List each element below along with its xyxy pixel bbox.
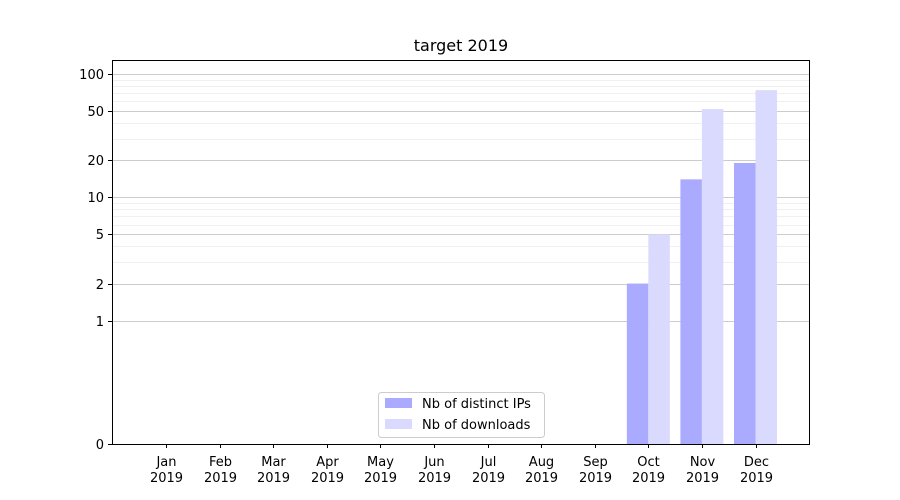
bars xyxy=(626,90,777,445)
x-tick-label-year: 2019 xyxy=(579,471,612,486)
x-tick-label-month: Dec xyxy=(744,455,769,470)
bar-downloads-oct xyxy=(648,234,670,444)
y-tick-label: 100 xyxy=(79,68,104,83)
legend-label: Nb of downloads xyxy=(422,418,531,433)
legend-label: Nb of distinct IPs xyxy=(422,397,531,412)
legend-swatch xyxy=(385,419,412,429)
x-tick-label-month: Aug xyxy=(529,455,554,470)
bar-distinct-ips-dec xyxy=(734,162,756,445)
x-tick-label-year: 2019 xyxy=(364,471,397,486)
x-tick-label-year: 2019 xyxy=(525,471,558,486)
chart-title: target 2019 xyxy=(414,36,508,55)
legend: Nb of distinct IPs Nb of downloads xyxy=(378,392,545,438)
x-tick-label-month: Jan xyxy=(155,455,176,470)
x-tick-label-month: Oct xyxy=(637,455,659,470)
plot-frame xyxy=(112,60,810,445)
y-tick-label: 20 xyxy=(87,154,104,169)
y-tick-label: 0 xyxy=(96,438,104,453)
x-tick-label-month: Apr xyxy=(316,455,339,470)
y-tick-label: 2 xyxy=(96,278,104,293)
y-axis: 0 1 2 5 10 20 50 100 xyxy=(79,68,112,453)
legend-box xyxy=(378,392,545,438)
x-tick-label-year: 2019 xyxy=(311,471,344,486)
x-tick-label-month: Sep xyxy=(583,455,608,470)
bar-distinct-ips-nov xyxy=(680,179,702,444)
x-tick-label-month: Feb xyxy=(209,455,232,470)
x-tick-label-month: Jul xyxy=(480,455,497,470)
grid xyxy=(112,74,809,322)
x-tick-label-year: 2019 xyxy=(150,471,183,486)
y-tick-label: 5 xyxy=(96,228,104,243)
x-tick-label-year: 2019 xyxy=(257,471,290,486)
x-tick-label-month: May xyxy=(367,455,394,470)
x-tick-label-year: 2019 xyxy=(204,471,237,486)
x-tick-label-year: 2019 xyxy=(472,471,505,486)
x-tick-label-year: 2019 xyxy=(632,471,665,486)
x-tick-label-year: 2019 xyxy=(740,471,773,486)
legend-swatch xyxy=(385,398,412,408)
bar-distinct-ips-oct xyxy=(626,283,649,444)
y-tick-label: 10 xyxy=(87,191,104,206)
x-tick-label-month: Nov xyxy=(690,455,716,470)
x-tick-label-year: 2019 xyxy=(686,471,719,486)
x-axis: Jan2019Feb2019Mar2019Apr2019May2019Jun20… xyxy=(150,444,773,486)
y-tick-label: 1 xyxy=(96,315,104,330)
x-tick-label-month: Jun xyxy=(423,455,444,470)
x-tick-label-year: 2019 xyxy=(418,471,451,486)
bar-downloads-dec xyxy=(755,90,777,445)
x-tick-label-month: Mar xyxy=(261,455,286,470)
y-tick-label: 50 xyxy=(87,105,104,120)
bar-downloads-nov xyxy=(701,109,724,444)
